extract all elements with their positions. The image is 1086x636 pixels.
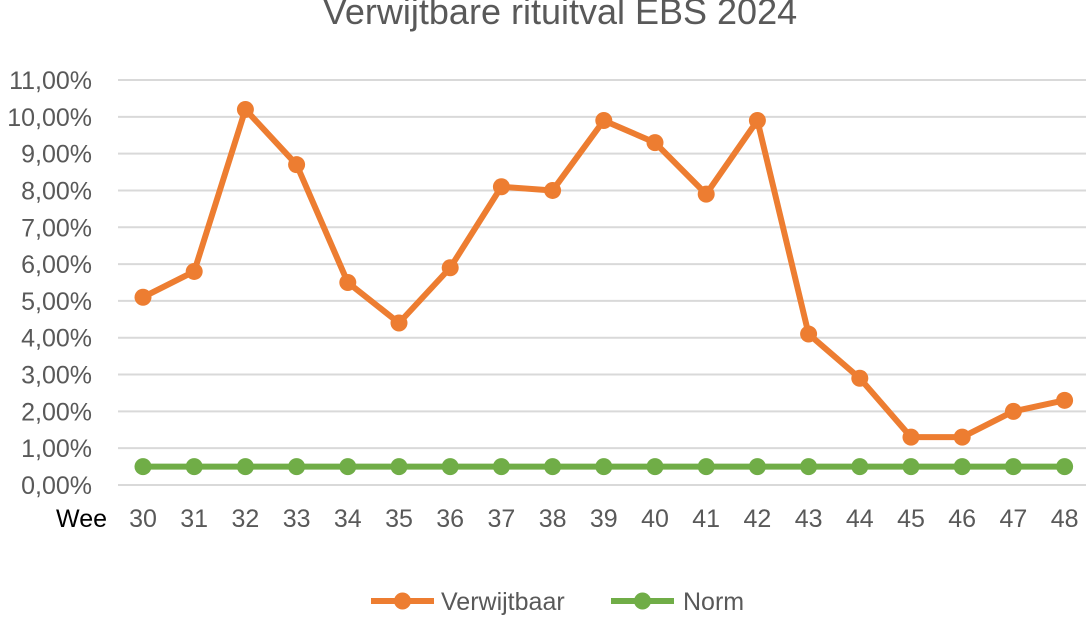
x-tick-label: 35 [385, 505, 413, 533]
x-tick-label: 36 [436, 505, 464, 533]
data-point [1056, 458, 1074, 476]
data-point [1004, 402, 1022, 420]
data-point [339, 458, 357, 476]
x-tick-label: 30 [129, 505, 157, 533]
x-tick-label: 46 [948, 505, 976, 533]
data-point [134, 288, 152, 306]
x-tick-label: 37 [487, 505, 515, 533]
x-axis-ticks: Wee 30 31 32 33 34 35 36 37 38 39 40 41 42 43 44 45 46 47… [56, 505, 1078, 533]
data-point [697, 185, 715, 203]
data-point [1004, 458, 1022, 476]
x-tick-label: 44 [846, 505, 874, 533]
legend-label: Norm [683, 588, 744, 616]
x-tick-label: 38 [539, 505, 567, 533]
data-point [800, 458, 818, 476]
x-tick-label: 41 [692, 505, 720, 533]
y-tick-label: 4,00% [21, 325, 92, 353]
y-tick-label: 6,00% [21, 251, 92, 279]
data-point [748, 458, 766, 476]
y-tick-label: 11,00% [9, 67, 92, 95]
x-tick-label: 40 [641, 505, 669, 533]
legend-item: Norm [611, 588, 744, 616]
data-point [134, 458, 152, 476]
data-point [595, 458, 613, 476]
series-verwijtbaar [134, 100, 1074, 446]
data-point [390, 458, 408, 476]
data-point [544, 181, 562, 199]
data-point [185, 262, 203, 280]
x-tick-label: 45 [897, 505, 925, 533]
data-point [544, 458, 562, 476]
y-tick-label: 2,00% [21, 398, 92, 426]
y-axis-ticks: 0,00% 1,00% 2,00% 3,00% 4,00% 5,00% 6,00% 7,00%… [7, 67, 92, 500]
y-tick-label: 7,00% [21, 214, 92, 242]
series-line [140, 106, 1068, 441]
data-point [441, 259, 459, 277]
gridlines [118, 79, 1086, 486]
data-point [236, 458, 254, 476]
data-point [748, 112, 766, 129]
data-point [1056, 391, 1074, 409]
data-point [902, 428, 920, 446]
series-norm [134, 458, 1074, 476]
data-point [851, 369, 869, 387]
data-point [697, 458, 715, 476]
y-tick-label: 3,00% [21, 362, 92, 390]
data-point [646, 134, 664, 152]
legend-marker [394, 592, 411, 610]
y-tick-label: 1,00% [21, 435, 92, 463]
x-tick-label: 47 [999, 505, 1027, 533]
data-point [800, 325, 818, 343]
data-point [288, 458, 306, 476]
data-point [492, 458, 510, 476]
data-point [595, 112, 613, 129]
data-point [390, 314, 408, 332]
chart-title: Verwijtbare rituitval EBS 2024 [323, 0, 797, 32]
x-tick-label: 32 [231, 505, 259, 533]
y-tick-label: 0,00% [21, 472, 92, 500]
legend: Verwijtbaar Norm [371, 588, 744, 616]
data-point [236, 100, 254, 118]
series [134, 100, 1074, 476]
data-point [953, 458, 971, 476]
y-tick-label: 8,00% [21, 177, 92, 205]
x-axis-first-label: Wee [56, 505, 107, 533]
x-tick-label: 33 [283, 505, 311, 533]
legend-item: Verwijtbaar [371, 588, 565, 616]
y-tick-label: 10,00% [7, 104, 92, 132]
y-tick-label: 9,00% [21, 141, 92, 169]
data-point [851, 458, 869, 476]
data-point [441, 458, 459, 476]
data-point [953, 428, 971, 446]
x-tick-label: 34 [334, 505, 362, 533]
data-point [492, 178, 510, 196]
x-tick-label: 43 [795, 505, 823, 533]
data-point [339, 274, 357, 291]
legend-marker [634, 592, 651, 610]
x-tick-label: 48 [1051, 505, 1079, 533]
y-tick-label: 5,00% [21, 288, 92, 316]
data-point [185, 458, 203, 476]
data-point [288, 156, 306, 174]
data-point [902, 458, 920, 476]
legend-label: Verwijtbaar [441, 588, 565, 616]
data-point [646, 458, 664, 476]
x-tick-label: 31 [180, 505, 208, 533]
x-tick-label: 42 [743, 505, 771, 533]
x-tick-label: 39 [590, 505, 618, 533]
